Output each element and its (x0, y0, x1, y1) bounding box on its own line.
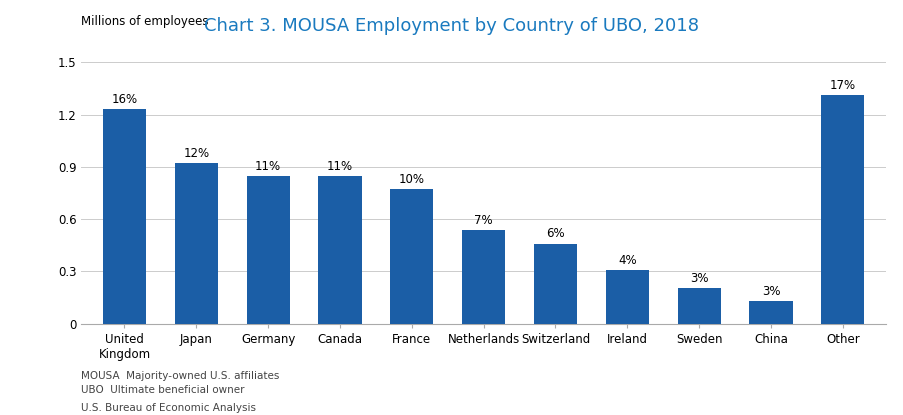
Bar (677, 288, 720, 324)
Text: 11%: 11% (255, 160, 281, 173)
Text: MOUSA  Majority-owned U.S. affiliates: MOUSA Majority-owned U.S. affiliates (81, 371, 279, 381)
Bar (247, 176, 289, 324)
Text: 3%: 3% (761, 285, 779, 298)
Text: 10%: 10% (398, 173, 424, 186)
Bar (534, 244, 576, 324)
Text: 16%: 16% (111, 93, 137, 106)
Bar (103, 109, 146, 324)
Bar (749, 301, 792, 324)
Bar (390, 190, 433, 324)
Text: Millions of employees: Millions of employees (81, 15, 209, 28)
Text: 7%: 7% (474, 214, 492, 227)
Bar (605, 270, 648, 324)
Text: 11%: 11% (327, 160, 353, 173)
Bar (820, 95, 863, 324)
Text: UBO  Ultimate beneficial owner: UBO Ultimate beneficial owner (81, 385, 245, 395)
Bar (461, 230, 505, 324)
Bar (174, 164, 218, 324)
Text: U.S. Bureau of Economic Analysis: U.S. Bureau of Economic Analysis (81, 403, 256, 413)
Text: 3%: 3% (689, 272, 708, 285)
Bar (318, 176, 361, 324)
Text: 4%: 4% (618, 254, 636, 267)
Text: 6%: 6% (545, 227, 564, 240)
Text: Chart 3. MOUSA Employment by Country of UBO, 2018: Chart 3. MOUSA Employment by Country of … (204, 17, 699, 34)
Text: 17%: 17% (829, 79, 855, 92)
Text: 12%: 12% (183, 147, 209, 160)
